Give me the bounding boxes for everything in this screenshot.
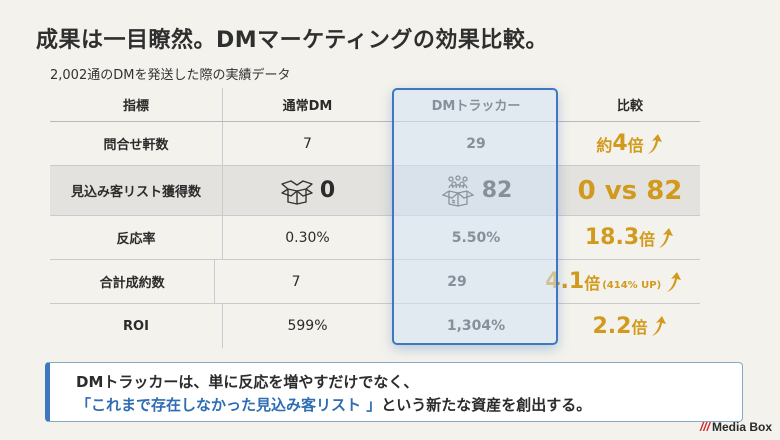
compare-unit: 倍 — [584, 273, 601, 293]
compare-number: 4 — [612, 131, 628, 156]
normal-value: 0 — [222, 166, 392, 215]
callout-line-2: 「これまで存在しなかった見込み客リスト 」という新たな資産を創出する。 — [76, 394, 742, 417]
tracker-value-number: 82 — [481, 178, 513, 203]
table-row: 問合せ軒数 7 29 約 4 倍 — [50, 122, 700, 166]
compare-value: 約 4 倍 — [560, 122, 700, 165]
compare-value: 0 vs 82 — [577, 175, 683, 206]
compare-number: 18.3 — [584, 225, 640, 250]
tracker-value: 5.50% — [451, 229, 501, 246]
compare-unit: 倍 — [639, 229, 656, 249]
header-metric: 指標 — [122, 99, 149, 114]
logo-mark-icon: /// — [699, 420, 710, 434]
table-row: ROI 599% 1,304% 2.2 倍 — [50, 304, 700, 348]
normal-value-number: 0 — [319, 178, 336, 203]
box-of-people-icon — [441, 174, 475, 207]
normal-value: 599% — [222, 304, 392, 348]
compare-number: 2.2 — [592, 313, 632, 339]
page-title: 成果は一目瞭然。DMマーケティングの効果比較。 — [36, 28, 548, 53]
arrow-up-icon — [651, 316, 666, 336]
arrow-up-icon — [667, 271, 682, 292]
tracker-value: 29 — [466, 135, 486, 152]
metric-label: 見込み客リスト獲得数 — [70, 185, 201, 200]
arrow-up-icon — [647, 133, 662, 154]
header-normal-dm: 通常DM — [222, 88, 392, 121]
table-row: 見込み客リスト獲得数 0 — [50, 166, 700, 216]
metric-label: 問合せ軒数 — [103, 138, 169, 153]
arrow-up-icon — [659, 227, 674, 248]
normal-value: 7 — [222, 122, 392, 165]
compare-unit: 倍 — [627, 135, 644, 155]
metric-label: 合計成約数 — [99, 276, 165, 291]
compare-unit: 倍 — [631, 318, 648, 337]
table-row: 反応率 0.30% 5.50% 18.3 倍 — [50, 216, 700, 260]
header-dm-tracker: DMトラッカー — [431, 99, 521, 114]
normal-value: 0.30% — [222, 216, 392, 259]
tracker-value: 29 — [447, 273, 467, 290]
header-compare: 比較 — [616, 99, 643, 114]
logo-text: Media Box — [711, 420, 772, 434]
callout-rest-text: という新たな資産を創出する。 — [381, 396, 592, 414]
compare-value: 2.2 倍 — [560, 304, 700, 348]
tracker-value: 1,304% — [446, 318, 506, 334]
media-box-logo: /// Media Box — [700, 420, 772, 434]
table-row: 合計成約数 7 29 4.1 倍 (414% UP) — [50, 260, 700, 304]
tracker-value: 82 — [392, 166, 560, 215]
empty-box-icon — [281, 179, 313, 205]
compare-note: (414% UP) — [602, 280, 662, 291]
metric-label: ROI — [123, 318, 149, 334]
compare-value: 4.1 倍 (414% UP) — [537, 260, 700, 303]
compare-number: 4.1 — [545, 269, 585, 294]
compare-value: 18.3 倍 — [560, 216, 700, 259]
comparison-table: 指標 通常DM DMトラッカー 比較 問合せ軒数 7 29 約 4 倍 見込み客… — [50, 88, 700, 348]
normal-value: 7 — [214, 260, 376, 303]
callout-accent-text: 「これまで存在しなかった見込み客リスト 」 — [76, 396, 382, 414]
table-header-row: 指標 通常DM DMトラッカー 比較 — [50, 88, 700, 122]
metric-label: 反応率 — [116, 232, 156, 247]
summary-callout: DMトラッカーは、単に反応を増やすだけでなく、 「これまで存在しなかった見込み客… — [45, 362, 743, 422]
callout-line-1: DMトラッカーは、単に反応を増やすだけでなく、 — [76, 373, 419, 391]
page-subtitle: 2,002通のDMを発送した際の実績データ — [50, 68, 291, 83]
compare-prefix: 約 — [596, 135, 613, 155]
